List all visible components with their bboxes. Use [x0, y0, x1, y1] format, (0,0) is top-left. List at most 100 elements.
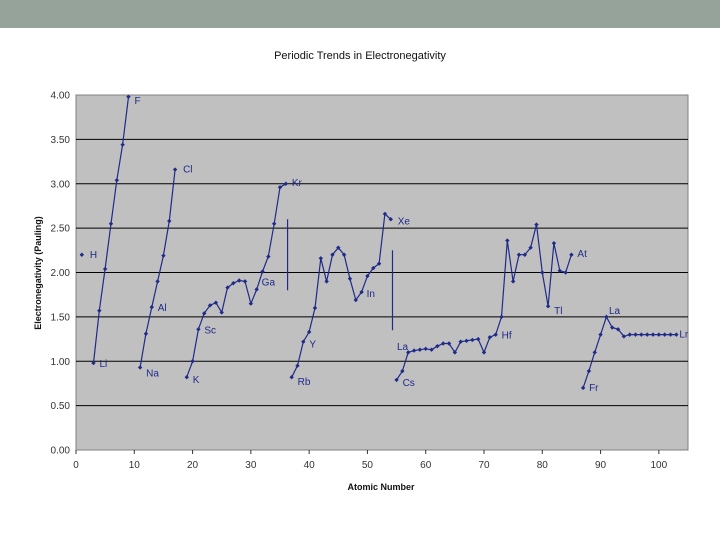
data-point	[674, 332, 679, 337]
element-annotations: H Li F Na Al Cl K Sc Ga Kr Rb Y In Xe La Cs Hf Tl At Fr La Lr	[90, 96, 689, 394]
data-point	[563, 270, 568, 275]
x-axis-ticks: 0 10 20 30 40 50 60 70 80 90 100	[73, 450, 668, 471]
element-label: At	[577, 249, 587, 260]
data-point	[668, 332, 673, 337]
element-label: Li	[99, 359, 107, 370]
data-point	[102, 266, 108, 272]
data-point	[406, 350, 411, 355]
data-point	[557, 268, 562, 273]
x-tick-label: 20	[187, 460, 199, 471]
y-axis-ticks: 0.00 0.50 1.00 1.50 2.00 2.50 3.00 3.50 4.00	[51, 91, 71, 457]
element-label: Tl	[554, 306, 562, 317]
data-point	[277, 185, 283, 190]
data-point	[545, 304, 551, 309]
y-tick-label: 2.50	[51, 224, 71, 235]
data-point	[97, 308, 102, 313]
data-point	[336, 245, 341, 250]
y-axis-label: Electronegativity (Pauling)	[33, 216, 43, 330]
data-point	[429, 347, 434, 352]
data-point	[598, 332, 603, 337]
data-point	[499, 314, 504, 320]
data-point	[248, 301, 254, 306]
data-point	[376, 261, 382, 266]
element-label: Kr	[292, 178, 303, 189]
data-point	[306, 329, 312, 335]
element-label: Rb	[298, 377, 311, 388]
data-point	[423, 346, 428, 352]
data-point	[505, 238, 510, 243]
data-point	[610, 325, 615, 330]
data-point	[172, 167, 178, 172]
data-points	[79, 94, 679, 391]
data-point	[522, 252, 527, 257]
data-point	[353, 297, 358, 303]
data-point	[213, 300, 219, 305]
data-point	[417, 347, 423, 352]
data-point	[254, 287, 259, 292]
data-point	[411, 348, 417, 353]
data-point	[464, 338, 469, 344]
data-point	[108, 221, 114, 226]
data-point	[481, 350, 487, 355]
data-point	[161, 253, 166, 258]
x-tick-label: 70	[478, 460, 490, 471]
element-label: Sc	[204, 325, 216, 336]
data-point	[271, 221, 277, 226]
data-point	[621, 334, 627, 339]
x-tick-label: 10	[129, 460, 141, 471]
x-tick-label: 30	[245, 460, 257, 471]
data-point	[604, 314, 609, 320]
data-point	[184, 375, 189, 380]
element-label: Na	[146, 368, 159, 379]
y-tick-label: 4.00	[51, 91, 71, 102]
data-point	[91, 360, 96, 366]
data-point	[650, 332, 656, 337]
data-point	[516, 252, 522, 257]
data-point	[347, 276, 353, 281]
data-point	[190, 359, 195, 364]
x-tick-label: 60	[420, 460, 432, 471]
data-point	[493, 332, 498, 337]
element-label: Ga	[262, 277, 276, 288]
data-point	[365, 273, 370, 279]
element-label: La	[609, 306, 621, 317]
element-label: Hf	[502, 331, 512, 342]
data-point	[394, 377, 399, 383]
series-line-segment	[186, 183, 287, 378]
data-point	[510, 279, 516, 284]
element-label: La	[397, 342, 409, 353]
data-point	[167, 218, 172, 224]
x-tick-label: 40	[304, 460, 316, 471]
data-point	[330, 252, 335, 257]
data-point	[324, 279, 329, 284]
data-point	[534, 222, 539, 227]
y-tick-label: 1.50	[51, 312, 71, 323]
data-point	[592, 350, 597, 355]
data-point	[283, 181, 289, 186]
data-point	[435, 343, 440, 349]
x-axis-label: Atomic Number	[347, 482, 415, 492]
data-point	[551, 241, 557, 246]
element-label: F	[134, 96, 140, 107]
data-point	[487, 335, 493, 340]
data-point	[586, 368, 592, 374]
data-point	[289, 375, 294, 380]
data-point	[528, 245, 533, 250]
chart-title: Periodic Trends in Electronegativity	[274, 50, 446, 62]
data-point	[231, 280, 236, 286]
data-point	[633, 332, 638, 337]
data-point	[242, 279, 248, 284]
y-tick-label: 1.00	[51, 357, 71, 368]
data-point	[569, 252, 574, 257]
y-tick-label: 3.50	[51, 135, 71, 146]
data-point	[137, 365, 143, 370]
data-point	[237, 278, 242, 283]
data-point	[639, 332, 644, 337]
element-label: In	[367, 289, 375, 300]
data-point	[470, 337, 475, 343]
y-tick-label: 0.50	[51, 401, 71, 412]
y-tick-label: 3.00	[51, 179, 71, 190]
element-label: Lr	[679, 330, 689, 341]
data-point	[400, 368, 405, 374]
